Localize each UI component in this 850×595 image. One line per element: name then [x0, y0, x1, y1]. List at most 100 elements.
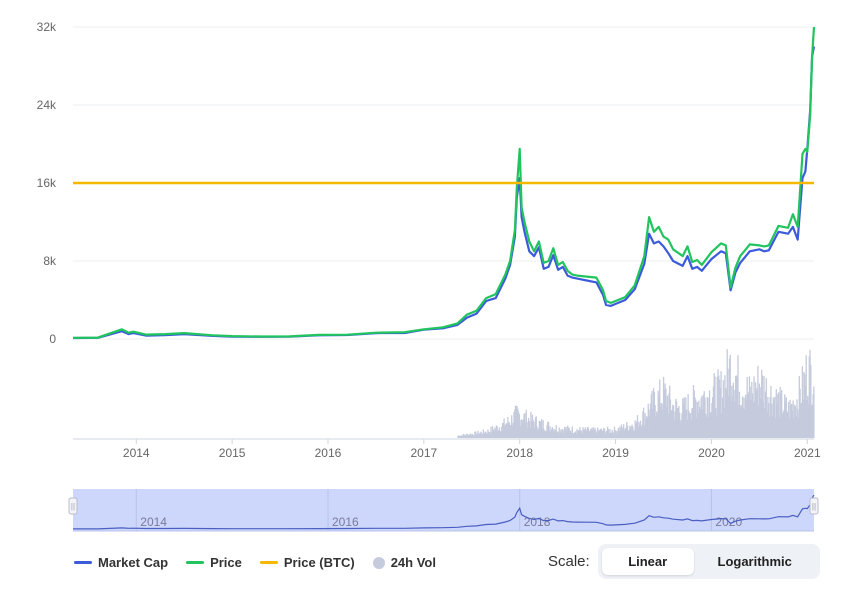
- volume-bar: [571, 426, 573, 438]
- volume-bar: [591, 427, 593, 438]
- volume-bar: [731, 385, 733, 438]
- volume-bar: [468, 434, 470, 438]
- volume-bar: [803, 371, 805, 438]
- volume-bar: [793, 417, 795, 438]
- volume-bar: [606, 430, 608, 438]
- volume-bar: [751, 381, 753, 438]
- volume-bar: [652, 408, 654, 438]
- volume-bar: [477, 430, 479, 438]
- x-tick-label: 2021: [794, 446, 821, 460]
- volume-bar: [480, 431, 482, 438]
- volume-bar: [747, 394, 749, 438]
- volume-bar: [726, 349, 728, 438]
- volume-bar: [646, 418, 649, 438]
- volume-bar: [680, 419, 682, 438]
- legend-item-market-cap[interactable]: Market Cap: [74, 555, 168, 570]
- volume-bar: [683, 397, 685, 438]
- volume-bar: [516, 406, 518, 438]
- volume-bar: [563, 426, 566, 438]
- navigator[interactable]: 2014 2016 2018 2020|| ||: [68, 489, 819, 532]
- volume-bar: [716, 376, 718, 438]
- scale-logarithmic-button[interactable]: Logarithmic: [717, 554, 792, 569]
- volume-bar: [800, 402, 803, 438]
- volume-bar: [669, 385, 671, 438]
- series-lines: [72, 26, 816, 340]
- volume-bar: [457, 435, 459, 438]
- volume-bar: [565, 426, 567, 438]
- volume-bar: [707, 397, 709, 438]
- volume-bar: [698, 400, 700, 438]
- volume-bar: [500, 431, 502, 438]
- volume-bar: [743, 397, 745, 438]
- volume-bar: [644, 413, 646, 438]
- volume-bar: [527, 421, 529, 438]
- volume-bar: [776, 403, 778, 438]
- market-cap-swatch: [74, 561, 92, 564]
- volume-bar: [800, 403, 802, 438]
- volume-bar: [774, 396, 776, 438]
- volume-bar: [718, 375, 720, 438]
- volume-bar: [705, 413, 707, 438]
- volume-bar: [603, 428, 606, 438]
- volume-bar: [652, 388, 655, 438]
- volume-bar: [754, 382, 757, 438]
- legend-item-24h-vol[interactable]: 24h Vol: [372, 555, 436, 570]
- volume-bar: [608, 433, 610, 438]
- navigator-right-handle[interactable]: [809, 497, 819, 515]
- legend-item-price[interactable]: Price: [186, 555, 242, 570]
- volume-bar: [590, 428, 593, 438]
- volume-bar: [491, 431, 493, 438]
- volume-bar: [529, 427, 531, 438]
- volume-bar: [615, 433, 617, 438]
- volume-bar: [813, 386, 815, 438]
- volume-bar: [519, 426, 521, 438]
- navigator-left-handle[interactable]: [68, 497, 78, 515]
- volume-bar: [544, 431, 546, 438]
- volume-bar: [670, 409, 672, 438]
- volume-bar: [671, 410, 673, 438]
- volume-bar: [799, 388, 801, 438]
- volume-bar: [462, 433, 465, 438]
- volume-bar: [587, 426, 589, 438]
- volume-bar: [632, 426, 634, 438]
- volume-bar: [692, 384, 695, 438]
- volume-bar: [556, 431, 558, 438]
- volume-bar: [504, 426, 506, 438]
- volume-bar: [532, 419, 534, 438]
- volume-bar: [657, 390, 659, 438]
- volume-bar: [788, 418, 790, 438]
- volume-bar: [636, 421, 638, 438]
- y-tick-label: 0: [49, 332, 56, 346]
- volume-bar: [533, 422, 535, 438]
- volume-bar: [706, 396, 708, 438]
- volume-bar: [569, 431, 571, 438]
- legend-item-price-btc[interactable]: Price (BTC): [259, 555, 355, 570]
- volume-bar: [665, 388, 667, 438]
- volume-bar: [687, 394, 689, 438]
- volume-bar: [469, 433, 471, 438]
- volume-bar: [771, 416, 774, 438]
- volume-bar: [651, 390, 653, 438]
- volume-bar: [537, 430, 539, 438]
- volume-bar: [511, 425, 514, 438]
- scale-toggle-group: Linear Logarithmic: [597, 544, 820, 579]
- y-tick-label: 24k: [37, 98, 57, 112]
- volume-bar: [789, 399, 791, 438]
- volume-bar: [521, 419, 523, 438]
- series-line-market-cap: [72, 46, 816, 340]
- volume-bar: [555, 424, 557, 438]
- volume-bar: [583, 430, 586, 438]
- volume-bar: [543, 429, 545, 438]
- volume-bar: [811, 404, 813, 438]
- volume-bar: [656, 411, 658, 438]
- volume-bar: [768, 416, 771, 438]
- volume-bar: [777, 393, 779, 438]
- volume-bar: [534, 427, 536, 438]
- volume-bar: [666, 395, 669, 438]
- volume-bar: [579, 426, 581, 438]
- volume-bar: [538, 420, 540, 438]
- volume-bar: [541, 428, 544, 438]
- scale-linear-button[interactable]: Linear: [601, 548, 694, 575]
- volume-bar: [613, 433, 615, 438]
- x-tick-label: 2018: [506, 446, 533, 460]
